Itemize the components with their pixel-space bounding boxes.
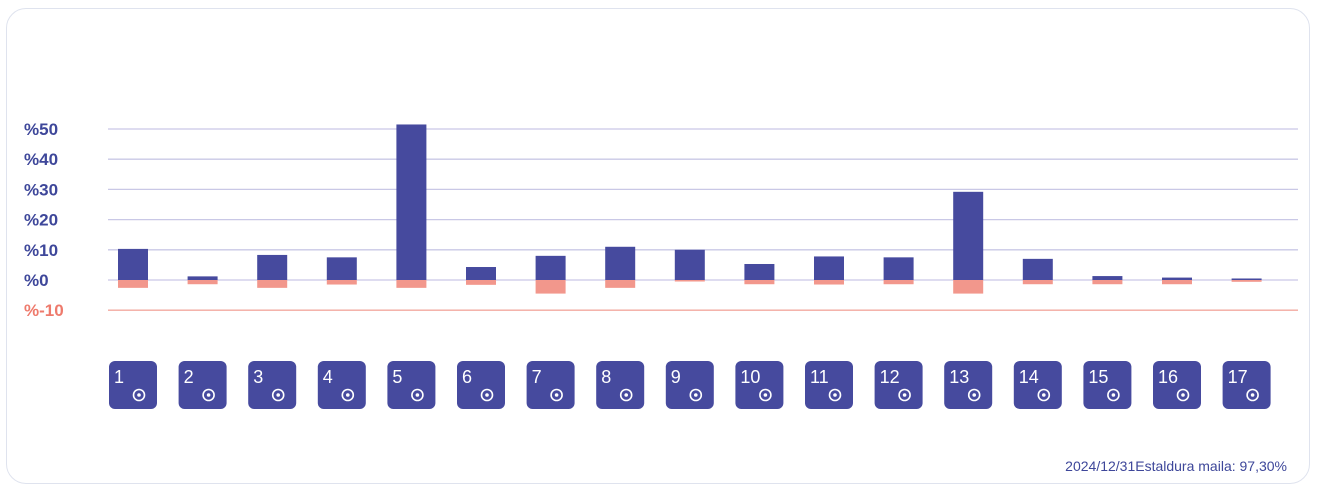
bar-positive [953, 191, 984, 280]
sdg-tile [387, 361, 436, 409]
quality-education-icon [341, 388, 355, 402]
sdg-tile [735, 361, 784, 409]
bar-positive [118, 248, 148, 280]
bar-positive [605, 246, 636, 280]
peace-justice-icon [1176, 388, 1190, 402]
reduced-inequalities-icon [759, 388, 772, 402]
sdg-tile [596, 361, 645, 409]
sdg-number: 6 [462, 367, 472, 387]
y-tick-label: %50 [24, 120, 58, 139]
bar-positive [466, 267, 496, 280]
bar-positive [257, 254, 288, 280]
bar-negative [1162, 280, 1192, 285]
sdg-tile [805, 361, 853, 409]
responsible-consumption-icon [898, 388, 911, 402]
bar-negative [1231, 280, 1262, 282]
partnerships-icon [1246, 388, 1259, 402]
bar-negative [953, 280, 984, 294]
sdg-tile [944, 361, 993, 409]
bar-positive [744, 263, 775, 280]
sdg-tile [526, 361, 575, 409]
sdg-tile [1083, 361, 1132, 409]
decent-work-icon [619, 388, 633, 402]
good-health-icon [271, 388, 285, 402]
y-tick-label: %10 [24, 241, 58, 260]
sdg-tile [109, 361, 157, 409]
industry-innovation-icon [689, 388, 703, 402]
clean-water-icon [480, 388, 494, 402]
sdg-number: 9 [671, 367, 681, 387]
y-tick-label: %0 [24, 271, 49, 290]
bar-negative [1022, 280, 1053, 285]
life-on-land-icon [1107, 388, 1120, 402]
sdg-tile [317, 361, 366, 409]
sdg-number: 2 [184, 367, 194, 387]
bar-negative [814, 280, 844, 285]
bar-negative [257, 280, 288, 288]
bar-positive [883, 257, 914, 280]
sdg-number: 3 [253, 367, 263, 387]
zero-hunger-icon [202, 388, 215, 402]
sdg-tiles: 1 2 3 4 5 6 7 8 9 10 11 12 13 14 15 16 17 [109, 361, 1271, 409]
sdg-number: 4 [323, 367, 333, 387]
sdg-number: 10 [740, 367, 760, 387]
bar-negative [396, 280, 427, 288]
sdg-tile [1153, 361, 1201, 409]
bar-negative [883, 280, 914, 285]
bar-negative [674, 280, 705, 282]
sdg-tile [665, 361, 714, 409]
life-below-water-icon [1037, 388, 1051, 402]
y-tick-label: %20 [24, 211, 58, 230]
bar-negative [535, 280, 566, 294]
bar-positive [1092, 276, 1123, 280]
climate-action-icon [967, 388, 981, 402]
sdg-number: 11 [810, 367, 829, 387]
sdg-number: 17 [1228, 367, 1248, 387]
sdg-tile [1222, 361, 1271, 409]
bar-negative [187, 280, 218, 285]
bar-positive [535, 255, 566, 280]
sdg-tile [457, 361, 505, 409]
no-poverty-icon [132, 388, 146, 402]
sdg-number: 16 [1158, 367, 1178, 387]
bar-positive [396, 124, 427, 280]
bar-positive [187, 276, 218, 280]
y-axis-ticks: %50 %40 %30 %20 %10 %0 %-10 [24, 120, 64, 320]
sdg-tile [248, 361, 297, 409]
y-tick-label: %30 [24, 180, 58, 199]
sdg-number: 8 [601, 367, 611, 387]
bar-positive [1231, 278, 1262, 280]
sdg-tile [874, 361, 923, 409]
bar-negative [1092, 280, 1123, 285]
sdg-number: 14 [1019, 367, 1039, 387]
bar-positive [814, 256, 844, 280]
bar-positive [326, 257, 357, 280]
sdg-number: 7 [532, 367, 542, 387]
bar-positive [1022, 258, 1053, 280]
bar-positive [1162, 277, 1192, 280]
bar-positive [674, 249, 705, 280]
sdg-number: 1 [114, 367, 124, 387]
footer-note: 2024/12/31Estaldura maila: 97,30% [1065, 458, 1287, 474]
y-tick-label: %-10 [24, 301, 64, 320]
sdg-number: 15 [1088, 367, 1108, 387]
sustainable-cities-icon [828, 388, 842, 402]
bar-negative [605, 280, 636, 288]
sdg-tile [1013, 361, 1062, 409]
sdg-number: 5 [392, 367, 402, 387]
y-tick-label: %40 [24, 150, 58, 169]
sdg-number: 12 [880, 367, 900, 387]
bar-negative [326, 280, 357, 285]
gender-equality-icon [411, 388, 424, 402]
bar-negative [744, 280, 775, 285]
bar-negative [118, 280, 148, 288]
sdg-number: 13 [949, 367, 969, 387]
bars [118, 124, 1262, 294]
bar-negative [466, 280, 496, 285]
sdg-tile [178, 361, 227, 409]
clean-energy-icon [550, 388, 563, 402]
bar-chart: %50%40%30%20%10%0%-10 1 2 3 4 5 6 7 8 9 10 11 12 13 1… [24, 120, 1298, 409]
